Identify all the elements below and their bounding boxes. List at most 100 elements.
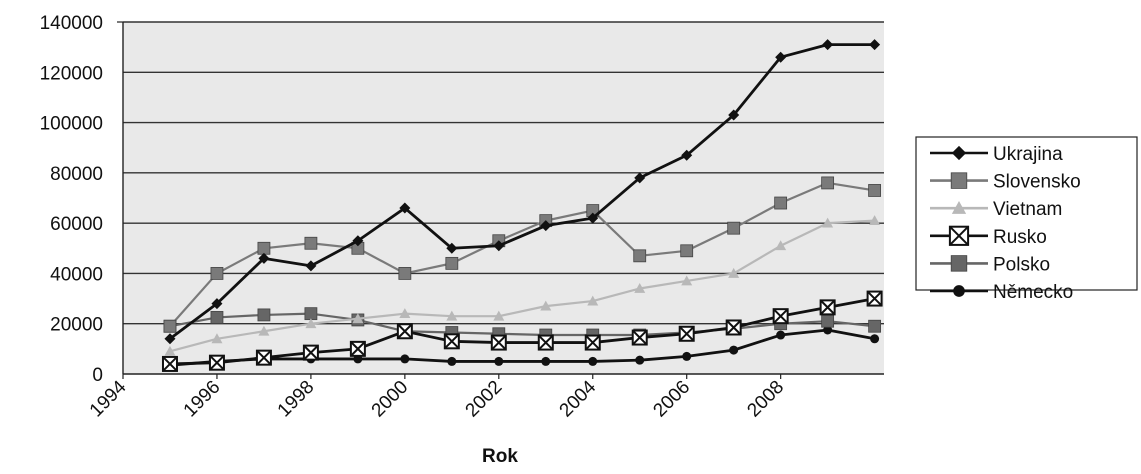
- x-box-cross: [350, 341, 366, 357]
- diamond-marker: [305, 260, 317, 272]
- x-axis-label: Rok: [482, 446, 518, 467]
- legend-label: Slovensko: [993, 172, 1081, 193]
- diamond-marker: [728, 109, 740, 121]
- triangle-marker: [728, 267, 740, 278]
- diamond-marker: [352, 235, 364, 247]
- x-box-marker: [866, 290, 883, 307]
- square-marker: [257, 308, 271, 322]
- y-tick-label: 100000: [40, 114, 103, 135]
- x-box-marker: [584, 334, 601, 351]
- square-marker: [163, 319, 177, 333]
- legend-label: Polsko: [993, 254, 1050, 275]
- square-marker: [950, 255, 968, 272]
- diamond-marker: [493, 240, 505, 252]
- circle-marker: [588, 356, 598, 366]
- diamond-marker: [399, 202, 411, 214]
- diamond-marker: [164, 333, 176, 345]
- square-marker: [445, 256, 459, 270]
- x-box-cross: [949, 225, 969, 246]
- x-tick-label: 2000: [368, 377, 413, 422]
- y-tick-label: 140000: [40, 13, 103, 34]
- square-marker: [210, 311, 224, 324]
- diamond-marker: [775, 51, 787, 63]
- x-box-marker: [819, 299, 836, 316]
- series-line: [169, 297, 875, 366]
- square-marker: [950, 172, 968, 189]
- x-box-cross: [491, 334, 507, 351]
- series-line: [169, 219, 875, 353]
- y-tick-label: 60000: [50, 214, 103, 235]
- square-marker: [304, 236, 318, 250]
- square-marker: [727, 221, 741, 235]
- x-box-cross: [632, 329, 648, 346]
- y-axis-tick-labels: 0 20000 40000 60000 80000 100000 120000 140000: [40, 13, 103, 386]
- legend-item: Rusko: [930, 225, 1047, 248]
- square-marker: [257, 241, 271, 255]
- legend-item: Ukrajina: [930, 144, 1063, 165]
- legend-item: Německo: [930, 282, 1073, 303]
- y-tick-label: 120000: [40, 63, 103, 84]
- diamond-marker: [211, 298, 223, 310]
- x-box-cross: [397, 323, 413, 339]
- x-box-cross: [866, 290, 883, 307]
- x-box-marker: [396, 323, 413, 340]
- diamond-marker: [869, 39, 881, 51]
- x-box-marker: [631, 329, 648, 346]
- square-marker: [633, 249, 647, 263]
- diamond-marker: [681, 149, 693, 161]
- series-line: [169, 328, 875, 367]
- x-box-cross: [209, 354, 225, 371]
- legend-item: Slovensko: [930, 172, 1081, 193]
- legend-label: Německo: [993, 282, 1073, 303]
- square-marker: [821, 314, 835, 328]
- circle-marker: [776, 330, 786, 340]
- y-tick-label: 40000: [50, 264, 103, 285]
- series-ukrajina: [164, 39, 881, 345]
- x-box-cross: [303, 344, 319, 361]
- y-tick-label: 0: [92, 365, 103, 386]
- x-tick-label: 2006: [649, 377, 694, 422]
- square-marker: [680, 244, 694, 258]
- diamond-marker: [446, 242, 458, 254]
- axes: [117, 21, 884, 379]
- diamond-marker: [634, 172, 646, 184]
- x-box-marker: [349, 340, 366, 357]
- triangle-marker: [211, 333, 223, 344]
- circle-marker: [823, 325, 833, 335]
- diamond-marker: [951, 145, 967, 161]
- square-marker: [821, 176, 835, 190]
- circle-marker: [400, 354, 410, 364]
- series-group: [161, 39, 883, 372]
- triangle-marker: [681, 275, 693, 286]
- square-marker: [304, 307, 318, 321]
- square-marker: [774, 196, 788, 210]
- series-rusko: [161, 290, 883, 372]
- x-tick-label: 1998: [274, 377, 319, 422]
- square-marker: [868, 319, 882, 333]
- x-box-cross: [256, 349, 272, 366]
- x-tick-label: 1996: [180, 377, 225, 422]
- triangle-marker: [775, 240, 787, 251]
- triangle-marker: [869, 215, 881, 226]
- triangle-marker: [164, 345, 176, 356]
- plot-area: [123, 22, 884, 374]
- legend-item: Vietnam: [930, 199, 1062, 220]
- diamond-marker: [587, 212, 599, 224]
- circle-marker: [870, 334, 880, 344]
- x-box-marker: [537, 334, 554, 351]
- circle-marker: [494, 356, 504, 366]
- triangle-marker: [258, 325, 270, 336]
- x-tick-label: 2002: [462, 377, 507, 422]
- x-box-cross: [819, 299, 836, 316]
- circle-marker: [953, 285, 965, 297]
- diamond-marker: [822, 39, 834, 51]
- triangle-marker: [951, 201, 967, 214]
- x-box-cross: [772, 308, 789, 324]
- series-line: [169, 43, 875, 340]
- x-box-marker: [725, 319, 742, 336]
- x-box-cross: [444, 333, 460, 350]
- square-marker: [868, 184, 882, 197]
- legend-label: Vietnam: [993, 199, 1062, 220]
